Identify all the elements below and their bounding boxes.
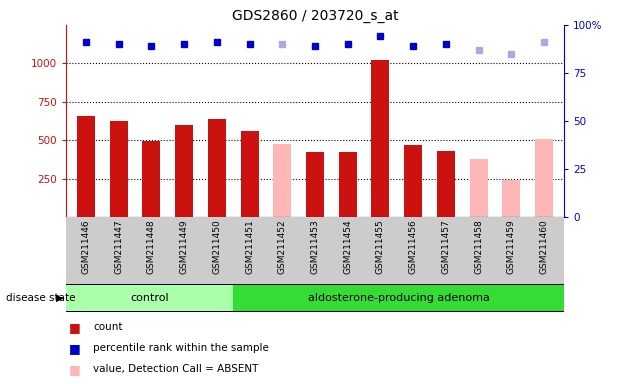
Text: GSM211447: GSM211447 [114,219,123,274]
Title: GDS2860 / 203720_s_at: GDS2860 / 203720_s_at [232,8,398,23]
Text: percentile rank within the sample: percentile rank within the sample [93,343,269,353]
Text: GSM211452: GSM211452 [278,219,287,274]
Bar [241,131,258,217]
Text: GSM211446: GSM211446 [81,219,90,274]
Text: ■: ■ [69,342,81,355]
Text: ■: ■ [69,363,81,376]
Bar [306,152,324,217]
Text: GSM211459: GSM211459 [507,219,516,274]
Bar [66,285,233,311]
Bar [233,285,564,311]
Text: disease state: disease state [6,293,76,303]
Text: ▶: ▶ [55,293,63,303]
Text: value, Detection Call = ABSENT: value, Detection Call = ABSENT [93,364,259,374]
Text: control: control [130,293,169,303]
Text: GSM211460: GSM211460 [540,219,549,274]
Text: GSM211456: GSM211456 [409,219,418,274]
Bar [372,60,389,217]
Text: GSM211448: GSM211448 [147,219,156,274]
Bar [470,159,488,217]
Bar [404,145,422,217]
Text: GSM211458: GSM211458 [474,219,483,274]
Text: GSM211451: GSM211451 [245,219,254,274]
Bar [536,139,553,217]
Text: GSM211453: GSM211453 [311,219,319,274]
Text: GSM211455: GSM211455 [376,219,385,274]
Bar [208,119,226,217]
Text: count: count [93,322,123,332]
Bar [339,152,357,217]
Text: GSM211449: GSM211449 [180,219,188,274]
Text: GSM211457: GSM211457 [442,219,450,274]
Text: aldosterone-producing adenoma: aldosterone-producing adenoma [307,293,490,303]
Text: GSM211454: GSM211454 [343,219,352,274]
Text: GSM211450: GSM211450 [212,219,221,274]
Bar [437,151,455,217]
Bar [175,125,193,217]
Bar [273,144,291,217]
Text: ■: ■ [69,321,81,334]
Bar [142,141,160,217]
Bar [77,116,94,217]
Bar [110,121,127,217]
Bar [503,180,520,217]
